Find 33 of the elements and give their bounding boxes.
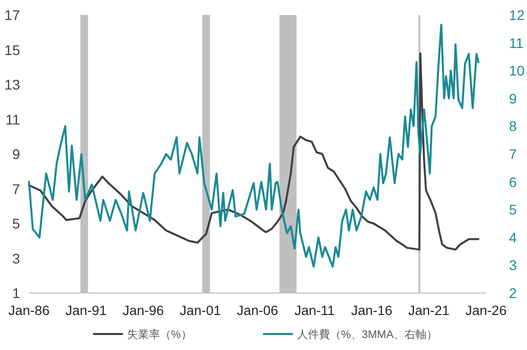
x-tick-label: Jan-26 [465,303,507,318]
y-tick-label: 11 [5,111,20,128]
y2-tick-label: 6 [509,174,517,190]
y-tick-label: 15 [4,42,20,58]
y2-tick-label: 3 [509,257,517,274]
y-tick-label: 3 [12,250,20,266]
x-tick-label: Jan-06 [236,303,278,318]
y-tick-label: 9 [12,146,20,162]
x-tick-label: Jan-01 [180,303,222,318]
line-series [28,52,480,251]
y-tick-label: 7 [12,180,20,197]
y-tick-label: 17 [4,7,20,23]
x-tick-label: Jan-11 [294,303,335,318]
y2-tick-label: 7 [509,146,517,162]
y-tick-label: 1 [12,285,20,301]
x-tick-label: Jan-21 [408,303,450,318]
y2-tick-label: 2 [509,285,517,301]
line-series [28,24,480,268]
y2-tick-label: 4 [509,229,517,246]
y2-tick-label: 11 [509,34,524,51]
legend-label: 人件費（%、3MMA、右軸） [297,328,438,341]
y2-tick-label: 8 [509,118,517,134]
x-tick-label: Jan-16 [351,303,392,318]
y2-tick-label: 12 [509,7,525,23]
y-tick-label: 13 [4,76,20,92]
y-tick-label: 5 [12,216,20,232]
x-tick-label: Jan-96 [122,303,164,318]
x-tick-label: Jan-86 [8,303,50,318]
y2-tick-label: 5 [509,202,517,218]
x-tick-label: Jan-91 [65,303,107,318]
y2-tick-label: 10 [509,62,525,79]
legend-label: 失業率（%） [127,328,192,341]
y2-tick-label: 9 [509,90,517,106]
